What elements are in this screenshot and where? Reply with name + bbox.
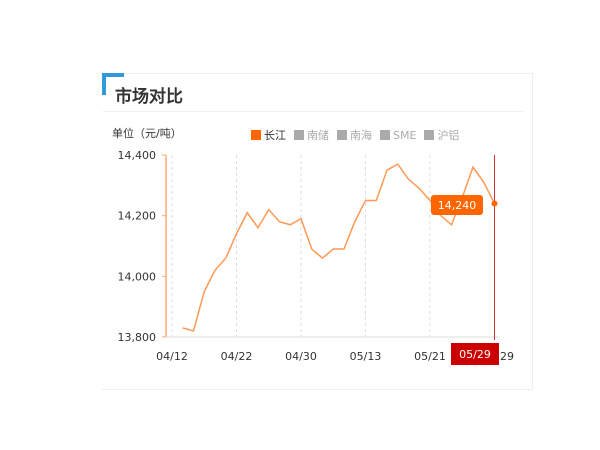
legend-label: 南储 (307, 129, 329, 142)
date-tooltip-label: 05/29 (459, 348, 491, 361)
title-accent (102, 73, 124, 77)
y-tick-label: 14,000 (118, 270, 157, 283)
legend-label: 长江 (264, 129, 286, 142)
unit-label: 单位（元/吨） (112, 127, 182, 140)
divider (103, 111, 523, 112)
y-tick-label: 14,400 (118, 149, 157, 162)
y-tick-label: 13,800 (118, 331, 157, 344)
x-tick-label-partial: 29 (500, 350, 514, 363)
panel-title: 市场对比 (115, 87, 183, 107)
y-tick-label: 14,200 (118, 210, 157, 223)
legend-item[interactable]: 沪铝 (424, 127, 459, 143)
legend-label: 南海 (350, 129, 372, 142)
legend: 长江 南储 南海 SME 沪铝 (251, 127, 459, 143)
tooltip-box (431, 195, 483, 215)
legend-label: SME (393, 128, 417, 142)
x-tick-label: 04/12 (156, 350, 188, 363)
legend-swatch (251, 130, 261, 140)
legend-item[interactable]: 长江 (251, 127, 286, 143)
legend-swatch (294, 130, 304, 140)
legend-item[interactable]: 南储 (294, 127, 329, 143)
legend-swatch (380, 130, 390, 140)
legend-item[interactable]: 南海 (337, 127, 372, 143)
legend-label: 沪铝 (437, 129, 460, 142)
tooltip-value: 14,240 (438, 199, 477, 212)
x-tick-label: 05/21 (414, 350, 446, 363)
title-accent (102, 73, 106, 95)
x-tick-label: 04/22 (221, 350, 253, 363)
legend-swatch (337, 130, 347, 140)
date-tooltip-box (451, 343, 499, 365)
x-tick-label: 05/13 (350, 350, 382, 363)
legend-item[interactable]: SME (380, 127, 416, 143)
legend-swatch (424, 130, 435, 140)
x-tick-label: 04/30 (285, 350, 317, 363)
data-point (491, 200, 498, 207)
chart-panel (102, 73, 533, 390)
series-line (182, 163, 496, 332)
